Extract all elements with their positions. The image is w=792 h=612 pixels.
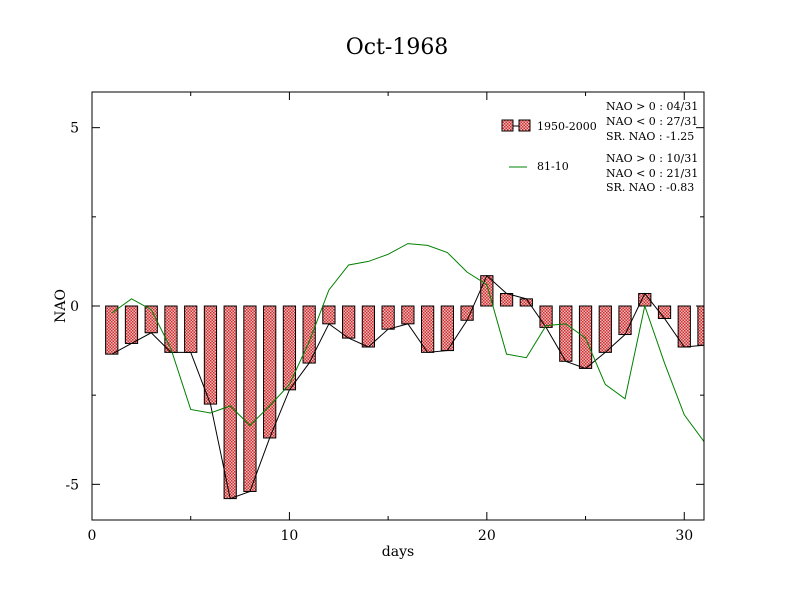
legend-label-1950-2000: 1950-2000 [537, 120, 597, 133]
x-tick-label: 0 [88, 528, 97, 544]
bar-day-14 [361, 305, 376, 348]
stat-1950-2000-negative: NAO < 0 : 27/31 [606, 115, 698, 128]
x-axis-label: days [382, 544, 414, 560]
bar-day-15 [381, 305, 395, 330]
bar-day-12 [322, 305, 336, 325]
plot-area [105, 243, 704, 500]
bar-day-29 [657, 305, 672, 319]
bar-day-21 [499, 293, 514, 307]
bar-day-27 [618, 305, 632, 336]
x-tick-label: 20 [478, 528, 496, 544]
stat-1950-2000-positive: NAO > 0 : 04/31 [606, 100, 698, 113]
stat-81-10-positive: NAO > 0 : 10/31 [606, 152, 698, 165]
stat-81-10-negative: NAO < 0 : 21/31 [606, 167, 698, 180]
bar-day-1 [105, 305, 119, 355]
stat-1950-2000-sr: SR. NAO : -1.25 [606, 130, 694, 143]
bar-day-13 [342, 305, 356, 339]
legend-label-81-10: 81-10 [537, 160, 569, 173]
bar-day-5 [184, 305, 198, 353]
bar-day-4 [164, 305, 178, 353]
y-axis-label: NAO [53, 289, 69, 323]
y-tick-label: -5 [65, 477, 79, 493]
bar-day-31 [697, 305, 704, 346]
bar-day-16 [401, 305, 415, 325]
bar-day-10 [282, 305, 297, 391]
bar-day-9 [263, 305, 277, 439]
legend: 1950-2000 81-10 NAO > 0 : 04/31 NAO < 0 … [501, 100, 698, 194]
legend-bar-swatch-1 [501, 119, 514, 132]
y-tick-label: 5 [70, 121, 79, 137]
axis-ticks: 0 10 20 30 -5 0 5 [65, 92, 704, 544]
bar-day-25 [578, 305, 593, 369]
y-tick-label: 0 [70, 299, 79, 315]
series-81-10-line [111, 243, 704, 442]
bar-day-26 [598, 305, 612, 353]
x-tick-label: 10 [281, 528, 299, 544]
series-1950-2000-line [111, 274, 704, 500]
bar-day-2 [124, 305, 139, 344]
bar-day-8 [243, 305, 257, 492]
x-tick-label: 30 [675, 528, 693, 544]
chart-title: Oct-1968 [346, 35, 449, 60]
bar-day-6 [203, 305, 218, 405]
bar-day-19 [460, 305, 474, 321]
bar-day-7 [223, 305, 237, 500]
bar-day-28 [638, 293, 652, 307]
bar-day-23 [539, 305, 553, 328]
stat-81-10-sr: SR. NAO : -0.83 [606, 181, 694, 194]
legend-bar-swatch-2 [518, 119, 531, 132]
